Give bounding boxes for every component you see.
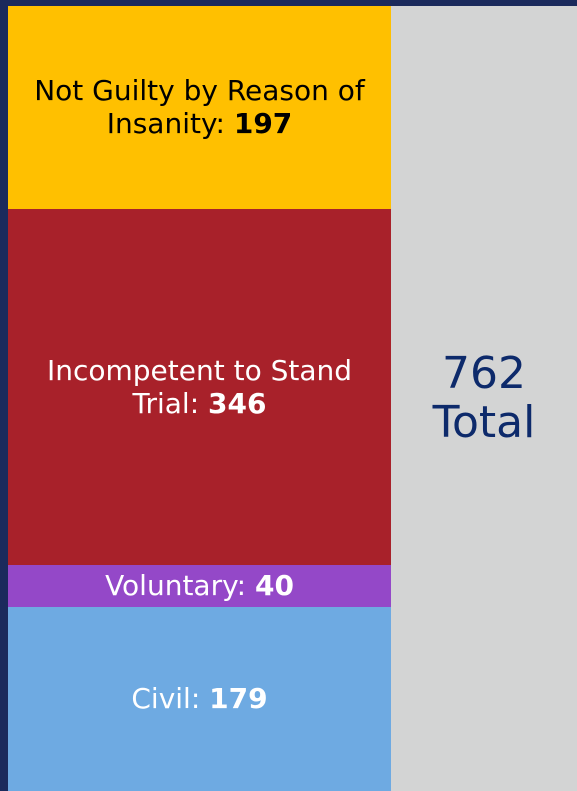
segment-value: 40 — [254, 569, 294, 603]
bar-segment: Not Guilty by Reason of Insanity: 197 — [8, 6, 391, 209]
segment-name: Not Guilty by Reason of Insanity: — [34, 74, 365, 141]
segment-label: Not Guilty by Reason of Insanity: 197 — [14, 74, 385, 140]
segment-value: 346 — [208, 387, 267, 421]
bar-segment: Incompetent to Stand Trial: 346 — [8, 208, 391, 566]
total-panel: 762 Total — [391, 6, 577, 791]
segment-value: 179 — [209, 682, 268, 716]
total-label: Total — [432, 396, 536, 448]
total-value: 762 — [442, 348, 526, 400]
segment-name: Civil: — [131, 682, 201, 716]
bar-segment: Voluntary: 40 — [8, 565, 391, 607]
segment-label: Incompetent to Stand Trial: 346 — [14, 354, 385, 420]
stacked-bar: Not Guilty by Reason of Insanity: 197 Inc… — [8, 6, 391, 791]
segment-label: Voluntary: 40 — [105, 569, 294, 602]
bar-segment: Civil: 179 — [8, 606, 391, 791]
segment-label: Civil: 179 — [131, 682, 267, 715]
segment-name: Incompetent to Stand Trial: — [46, 354, 353, 421]
segment-value: 197 — [233, 107, 293, 141]
segment-name: Voluntary: — [105, 569, 247, 603]
